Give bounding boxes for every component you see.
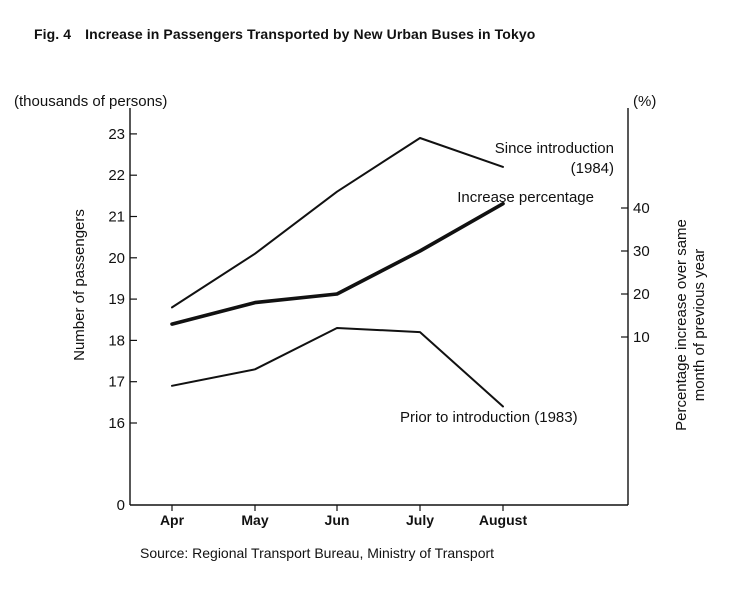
left-axis-tick-label: 18 — [108, 332, 125, 349]
right-axis-tick-label: 40 — [633, 200, 650, 217]
left-axis-tick-label: 16 — [108, 415, 125, 432]
series-line — [171, 137, 504, 309]
left-axis-tick-label: 19 — [108, 291, 125, 308]
left-axis-tick-label: 0 — [117, 497, 125, 514]
right-axis-title-line: Percentage increase over same — [673, 219, 690, 431]
figure-number: Fig. 4 — [34, 26, 72, 42]
x-axis-tick-label: Jun — [325, 512, 350, 528]
left-axis-tick-label: 20 — [108, 250, 125, 267]
x-axis-tick-label: Apr — [160, 512, 185, 528]
right-axis-title-line: month of previous year — [691, 249, 708, 402]
left-axis-title: Number of passengers — [71, 209, 88, 361]
left-axis-unit-label: (thousands of persons) — [14, 93, 167, 110]
figure-title-text: Increase in Passengers Transported by Ne… — [85, 26, 536, 42]
left-axis-tick-label: 17 — [108, 374, 125, 391]
right-axis-tick-label: 20 — [633, 286, 650, 303]
series-line — [171, 327, 504, 408]
right-axis-unit-label: (%) — [633, 93, 656, 110]
series-label: Increase percentage — [457, 189, 594, 206]
figure-title: Fig. 4 Increase in Passengers Transported… — [34, 26, 535, 42]
left-axis-tick-label: 21 — [108, 209, 125, 226]
series-label: (1984) — [571, 160, 614, 177]
series-line — [170, 201, 505, 326]
right-axis-tick-label: 30 — [633, 243, 650, 260]
x-axis-tick-label: May — [241, 512, 268, 528]
x-axis-tick-label: August — [479, 512, 528, 528]
left-axis-tick-label: 23 — [108, 126, 125, 143]
left-axis-tick-label: 22 — [108, 167, 125, 184]
right-axis-tick-label: 10 — [633, 329, 650, 346]
source-note: Source: Regional Transport Bureau, Minis… — [140, 545, 495, 561]
x-axis-tick-label: July — [406, 512, 434, 528]
series-label: Since introduction — [495, 140, 614, 157]
series-label: Prior to introduction (1983) — [400, 409, 578, 426]
